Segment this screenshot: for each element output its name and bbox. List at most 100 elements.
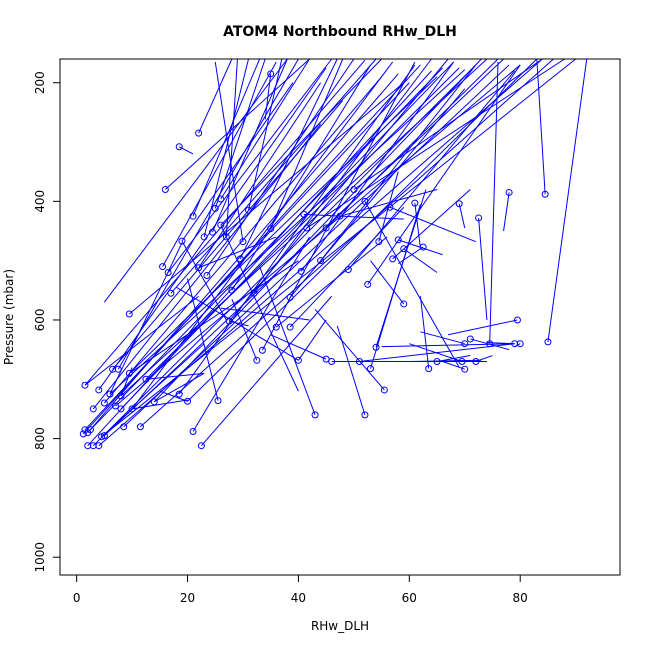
series-segment (187, 58, 538, 402)
series-segment (178, 146, 194, 155)
series-line-group (82, 58, 588, 447)
data-point (236, 255, 244, 263)
data-point (164, 269, 172, 277)
series-segment (420, 331, 465, 345)
series-segment (259, 266, 316, 416)
data-point (267, 225, 275, 233)
series-segment (220, 307, 310, 321)
data-point (84, 442, 92, 450)
data-point (89, 405, 97, 413)
series-segment (261, 61, 416, 351)
series-segment (123, 64, 510, 428)
data-point (125, 310, 133, 318)
data-point (344, 266, 352, 274)
series-segment (392, 189, 471, 260)
series-segment (339, 189, 438, 217)
series-point-group (79, 70, 552, 450)
data-point (394, 236, 402, 244)
series-segment (192, 58, 261, 217)
data-point (272, 323, 280, 331)
data-point (203, 271, 211, 279)
data-point (189, 427, 197, 435)
series-segment (347, 70, 516, 270)
data-point (250, 289, 258, 297)
data-point (208, 228, 216, 236)
series-segment (478, 217, 488, 321)
data-point (117, 392, 125, 400)
data-point (458, 357, 466, 365)
series-segment (370, 260, 405, 305)
series-segment (303, 213, 404, 220)
data-point (197, 442, 205, 450)
data-point (239, 238, 247, 246)
data-point (195, 129, 203, 137)
y-tick-label: 400 (33, 190, 47, 213)
series-segment (264, 73, 272, 120)
data-point (225, 317, 233, 325)
series-segment (419, 296, 430, 369)
series-segment (270, 334, 327, 360)
chart-title: ATOM4 Northbound RHw_DLH (223, 24, 457, 40)
series-segment (409, 359, 482, 362)
data-point (286, 323, 294, 331)
series-segment (181, 82, 294, 242)
series-segment (214, 58, 266, 209)
series-segment (403, 248, 438, 273)
series-segment (198, 58, 233, 134)
series-segment (206, 58, 355, 276)
data-point (355, 357, 363, 365)
data-point (136, 423, 144, 431)
series-segment (167, 58, 333, 273)
series-segment (220, 58, 382, 226)
data-point (258, 346, 266, 354)
data-point (303, 224, 311, 232)
series-segment (220, 224, 299, 392)
data-point (217, 195, 225, 203)
series-segment (397, 246, 424, 265)
y-axis: 200 400 600 800 1000 (33, 71, 61, 572)
data-point (189, 212, 197, 220)
y-tick-label: 200 (33, 71, 47, 94)
series-segment (458, 203, 466, 229)
series-segment (364, 201, 460, 368)
data-point (195, 264, 203, 272)
series-segment (162, 61, 277, 267)
series-segment (389, 206, 477, 243)
data-point (222, 233, 230, 241)
data-point (120, 423, 128, 431)
series-segment (220, 58, 310, 200)
series-segment (225, 58, 238, 237)
series-segment (128, 82, 405, 315)
series-segment (154, 372, 205, 403)
series-segment (131, 61, 394, 410)
data-point (95, 386, 103, 394)
x-axis-label: RHw_DLH (311, 619, 369, 633)
data-point (214, 397, 222, 405)
series-segment (270, 58, 344, 229)
x-tick-label: 20 (180, 591, 195, 605)
data-point (505, 188, 513, 196)
series-segment (289, 88, 466, 298)
y-tick-label: 800 (33, 427, 47, 450)
series-segment (128, 76, 438, 374)
data-point (159, 263, 167, 271)
series-segment (109, 69, 466, 395)
data-point (372, 343, 380, 351)
data-point (328, 357, 336, 365)
data-point (317, 257, 325, 265)
series-segment (298, 319, 327, 361)
series-segment (131, 399, 188, 410)
data-point (175, 143, 183, 151)
data-point (294, 356, 302, 364)
data-point (245, 206, 253, 214)
series-segment (115, 64, 521, 407)
data-point (161, 185, 169, 193)
series-segment (503, 192, 510, 232)
data-point (117, 405, 125, 413)
data-point (400, 245, 408, 253)
series-segment (109, 242, 183, 395)
data-point (361, 411, 369, 419)
data-point (128, 405, 136, 413)
data-point (95, 442, 103, 450)
data-point (461, 340, 469, 348)
